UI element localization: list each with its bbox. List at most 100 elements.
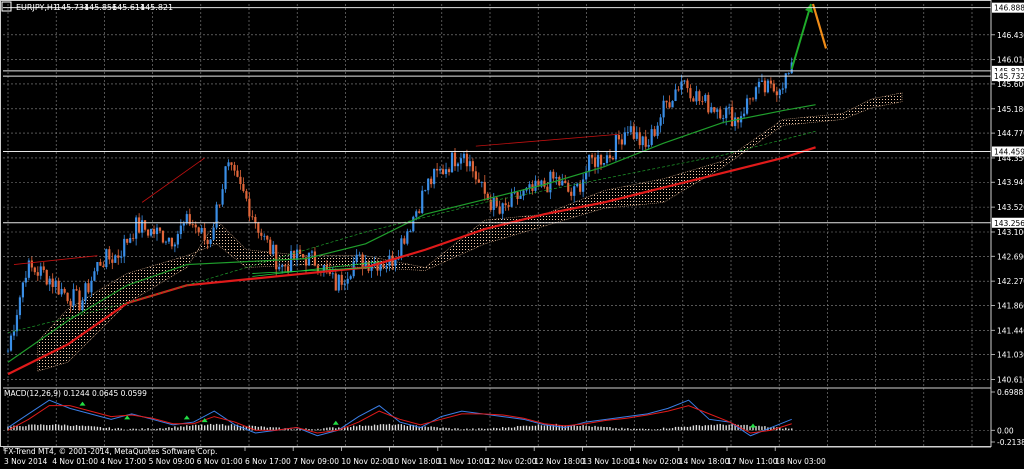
candle-body-50 bbox=[155, 227, 159, 235]
level-label-3: 144.459 bbox=[994, 148, 1024, 157]
macd-panel: 0.6988 0.00 -0.2138 bbox=[3, 387, 1024, 447]
candle-body-53 bbox=[164, 241, 168, 243]
macd-hist-bar-9 bbox=[34, 424, 36, 431]
level-label-box-2 bbox=[992, 71, 1024, 82]
time-axis: 3 Nov 2014 4 Nov 01:00 4 Nov 17:00 5 Nov 09… bbox=[3, 446, 991, 466]
macd-hist-bar-259 bbox=[779, 427, 781, 431]
macd-hist-bar-243 bbox=[731, 424, 733, 431]
macd-hist-bar-222 bbox=[668, 428, 671, 431]
candle-body-188 bbox=[567, 183, 570, 192]
level-label-box-1 bbox=[992, 65, 1024, 76]
price-tick-label-6: 143.940 bbox=[997, 178, 1024, 187]
candle-body-58 bbox=[179, 225, 182, 235]
ma-red-line bbox=[7, 146, 816, 376]
candle-body-11 bbox=[39, 266, 42, 276]
candle-body-97 bbox=[295, 249, 299, 261]
candle-body-93 bbox=[284, 265, 287, 267]
macd-hist-bar-118 bbox=[358, 424, 361, 431]
candle-body-231 bbox=[695, 91, 698, 102]
macd-hist-bar-98 bbox=[299, 428, 301, 431]
candle-body-220 bbox=[662, 100, 665, 118]
macd-hist-bar-133 bbox=[403, 425, 406, 431]
candle-body-9 bbox=[33, 267, 36, 273]
macd-hist-bar-154 bbox=[466, 428, 468, 431]
macd-hist-bar-39 bbox=[123, 429, 125, 431]
candle-body-34 bbox=[108, 249, 111, 260]
candle-body-46 bbox=[143, 220, 147, 230]
candle-body-81 bbox=[248, 198, 251, 217]
candle-body-224 bbox=[674, 89, 677, 101]
candle-body-194 bbox=[585, 171, 588, 180]
macd-hist-bar-136 bbox=[412, 424, 414, 431]
macd-hist-bar-195 bbox=[588, 426, 590, 431]
macd-hist-bar-191 bbox=[576, 426, 578, 431]
macd-hist-bar-240 bbox=[722, 424, 724, 431]
macd-hist-bar-21 bbox=[69, 426, 72, 431]
macd-hist-bar-147 bbox=[445, 427, 447, 431]
candle-body-138 bbox=[418, 211, 421, 213]
macd-hist-bar-234 bbox=[704, 425, 707, 431]
macd-hist-bar-3 bbox=[16, 425, 18, 431]
candle-body-32 bbox=[102, 265, 105, 268]
macd-signal-arrow-2 bbox=[183, 415, 190, 420]
macd-hist-bar-138 bbox=[418, 426, 420, 431]
candle-body-109 bbox=[331, 273, 334, 275]
time-tick-label-1: 4 Nov 01:00 bbox=[52, 457, 98, 466]
macd-hist-bar-137 bbox=[415, 425, 417, 431]
level-label-2: 145.732 bbox=[994, 72, 1024, 81]
macd-hist-bar-60 bbox=[186, 425, 188, 431]
candle-body-252 bbox=[757, 81, 761, 88]
candle-body-164 bbox=[495, 197, 498, 207]
candle-body-24 bbox=[78, 290, 81, 311]
candle-body-175 bbox=[528, 184, 531, 188]
macd-signal-arrow-3 bbox=[201, 418, 208, 423]
time-tick-label-3: 5 Nov 09:00 bbox=[149, 457, 195, 466]
macd-hist-bar-37 bbox=[117, 427, 119, 431]
candle-body-130 bbox=[394, 259, 397, 266]
candle-body-63 bbox=[194, 224, 197, 228]
candle-body-26 bbox=[84, 283, 87, 301]
time-tick-label-2: 4 Nov 17:00 bbox=[100, 457, 146, 466]
ma-green-dashed bbox=[7, 130, 816, 334]
macd-hist-bar-17 bbox=[57, 424, 60, 431]
macd-hist-bar-80 bbox=[245, 426, 248, 431]
macd-hist-bar-110 bbox=[335, 428, 337, 431]
macd-hist-bar-218 bbox=[656, 429, 659, 431]
candle-body-202 bbox=[608, 155, 612, 159]
macd-hist-bar-62 bbox=[192, 425, 194, 431]
level-label-0: 146.888 bbox=[994, 4, 1024, 13]
macd-hist-bar-121 bbox=[367, 425, 370, 431]
candle-body-142 bbox=[430, 178, 433, 185]
macd-hist-bar-160 bbox=[484, 428, 486, 431]
macd-hist-bar-142 bbox=[430, 426, 432, 431]
candle-body-66 bbox=[203, 227, 206, 240]
macd-hist-bar-199 bbox=[600, 426, 602, 431]
candle-body-243 bbox=[731, 107, 734, 127]
macd-hist-bar-95 bbox=[290, 429, 292, 431]
candle-body-211 bbox=[635, 132, 638, 139]
candle-body-253 bbox=[760, 80, 764, 82]
candle-body-59 bbox=[182, 223, 185, 226]
macd-hist-bar-232 bbox=[698, 425, 701, 431]
chart-menu-icon[interactable] bbox=[1, 1, 12, 12]
candle-body-227 bbox=[683, 80, 686, 82]
macd-hist-bar-100 bbox=[305, 428, 307, 431]
candle-body-80 bbox=[245, 191, 248, 199]
macd-hist-bar-49 bbox=[153, 428, 155, 431]
macd-hist-bar-229 bbox=[689, 426, 692, 431]
candle-body-2 bbox=[12, 331, 16, 336]
macd-hist-bar-5 bbox=[22, 426, 24, 431]
macd-signal-arrow-1 bbox=[124, 415, 131, 420]
macd-hist-bar-182 bbox=[549, 425, 552, 431]
macd-hist-bar-231 bbox=[695, 425, 698, 431]
macd-hist-bar-16 bbox=[54, 424, 57, 431]
macd-hist-bar-159 bbox=[481, 428, 483, 431]
macd-hist-bar-212 bbox=[639, 428, 641, 431]
trendline-green-1 bbox=[252, 261, 381, 277]
macd-hist-bar-68 bbox=[209, 423, 212, 431]
macd-hist-bar-179 bbox=[540, 425, 543, 431]
macd-hist-bar-78 bbox=[239, 425, 242, 431]
time-tick-label-10: 12 Nov 02:00 bbox=[486, 457, 537, 466]
